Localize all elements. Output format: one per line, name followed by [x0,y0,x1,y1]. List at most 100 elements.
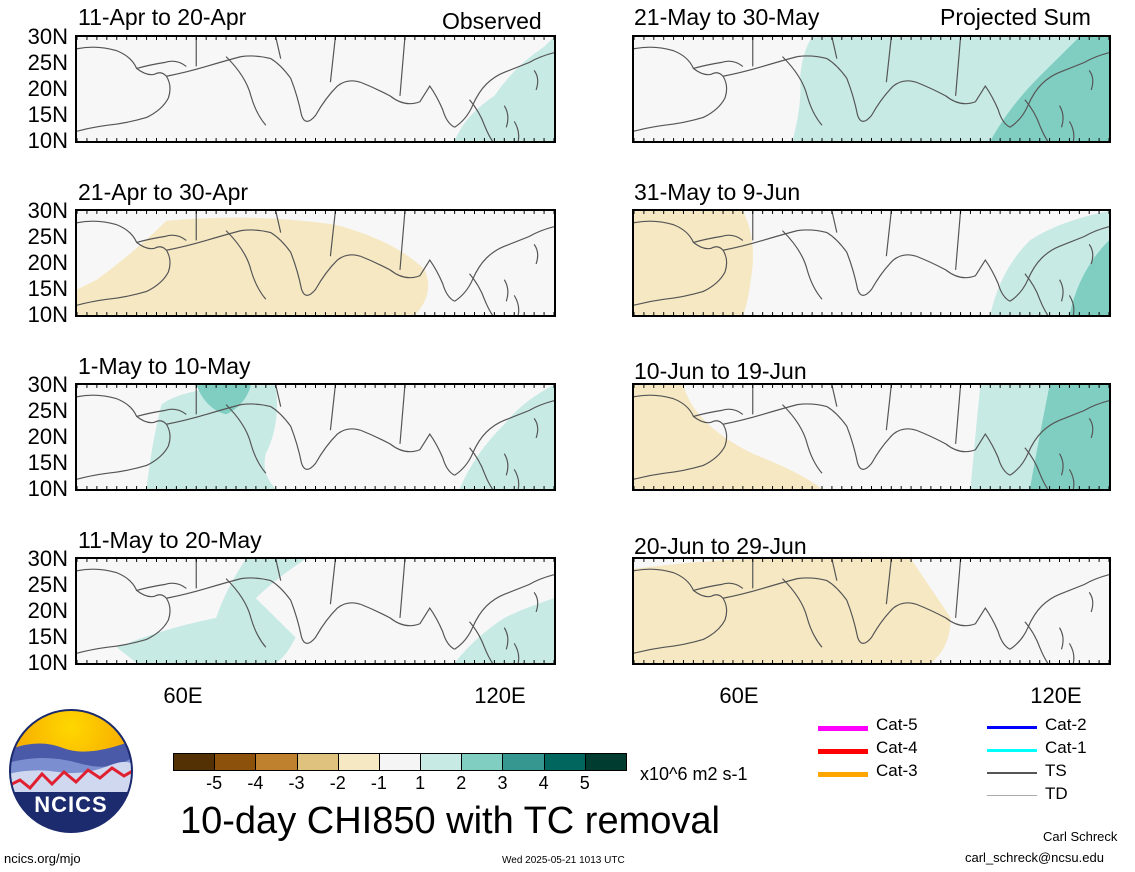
panel-title-p8: 20-Jun to 29-Jun [634,533,807,559]
colorbar-cell-7 [420,753,463,771]
coastline-6 [454,400,554,476]
coastline-11 [533,244,539,265]
panel-tag-observed: Observed [442,8,542,34]
footer-email[interactable]: carl_schreck@ncsu.edu [965,850,1104,865]
colorbar-tick-9: 4 [538,773,549,793]
coastline-3 [166,404,242,425]
coastline-11 [533,70,539,91]
anomaly-region-3 [1029,385,1109,489]
legend-label-cat-4: Cat-4 [876,738,918,757]
legend-label-ts: TS [1045,761,1067,780]
coastline-10 [1059,627,1075,663]
lat-label-20n-row3: 20N [27,424,68,449]
lat-label-25n-row1: 25N [27,50,68,75]
coastline-7 [195,37,406,96]
anomaly-region-3 [1069,240,1109,315]
footer-timestamp: Wed 2025-05-21 1013 UTC [502,855,625,866]
lat-label-25n-row4: 25N [27,572,68,597]
coastline-11 [533,592,539,613]
coastline-4 [797,229,917,296]
colorbar-cell-4 [296,753,339,771]
legend-line-td [987,795,1037,796]
coastline-6 [1009,52,1109,128]
map-panel-p1 [75,35,556,143]
coastline-11 [1088,592,1094,613]
coastline-2 [693,582,744,591]
coastline-11 [1088,418,1094,439]
coastline-7 [752,385,962,444]
coastline-2 [136,234,187,243]
anomaly-region-1 [634,385,823,489]
coastline-10 [1059,105,1075,141]
lon-label-60e-left: 60E [163,683,203,708]
map-p2-graphic [634,37,1109,141]
map-p7-graphic [77,559,554,663]
coastline-10 [503,279,520,315]
coastline-4 [240,577,361,644]
map-p1-graphic [77,37,554,141]
coastline-1 [77,46,171,132]
lat-label-10n-row2: 10N [27,302,68,327]
coastline-2 [693,60,744,69]
colorbar-tick-4: -2 [329,773,346,793]
coastline-1 [77,220,171,306]
panel-title-p1: 11-Apr to 20-Apr [78,4,247,30]
colorbar-tick-10: 5 [579,773,590,793]
map-p6-graphic [634,385,1109,489]
map-p8-graphic [634,559,1109,663]
lat-label-15n-row3: 15N [27,450,68,475]
lat-label-25n-row3: 25N [27,398,68,423]
coastline-6 [454,226,554,302]
map-panel-p5 [75,383,556,491]
colorbar-cell-3 [255,753,298,771]
coastline-3 [166,56,242,77]
legend-label-cat-2: Cat-2 [1045,715,1087,734]
lat-label-10n-row1: 10N [27,128,68,153]
map-panel-p2 [632,35,1111,143]
anomaly-region-3 [459,385,554,489]
colorbar-cell-9 [502,753,545,771]
coastline-5 [915,81,1011,128]
coastline-3 [722,230,798,251]
coastline-7 [752,559,962,618]
lat-label-20n-row1: 20N [27,76,68,101]
coastline-5 [915,603,1011,650]
lat-label-15n-row4: 15N [27,624,68,649]
coastline-4 [240,55,361,122]
colorbar-tick-2: -4 [247,773,264,793]
coastline-8 [225,578,267,648]
lat-label-15n-row2: 15N [27,276,68,301]
footer-link[interactable]: ncics.org/mjo [4,851,81,866]
panel-title-p5: 1-May to 10-May [78,353,251,379]
colorbar-tick-8: 3 [497,773,508,793]
coastline-10 [1059,453,1075,489]
colorbar-cell-10 [543,753,586,771]
legend-label-cat-3: Cat-3 [876,761,918,780]
lat-label-20n-row4: 20N [27,598,68,623]
anomaly-region-1 [634,559,951,663]
coastline-9 [469,99,493,141]
coastline-7 [195,385,406,444]
coastline-1 [634,568,728,654]
colorbar-tick-6: 1 [415,773,426,793]
coastline-11 [1088,70,1094,91]
lat-label-20n-row2: 20N [27,250,68,275]
colorbar-tick-7: 2 [456,773,467,793]
legend-label-cat-1: Cat-1 [1045,738,1087,757]
map-panel-p3 [75,209,556,317]
map-p5-graphic [77,385,554,489]
coastline-4 [797,55,917,122]
lon-label-120e-left: 120E [474,683,526,708]
colorbar-cell-5 [337,753,380,771]
anomaly-region-2 [196,385,251,415]
coastline-5 [359,255,455,302]
coastline-8 [782,56,823,126]
map-panel-p6 [632,383,1111,491]
lon-label-120e-right: 120E [1030,683,1082,708]
legend-line-cat-3 [818,772,868,777]
colorbar-tick-1: -5 [206,773,223,793]
coastline-2 [693,234,744,243]
coastline-10 [503,105,520,141]
coastline-7 [195,211,406,270]
ncics-logo: NCICS [8,708,134,834]
